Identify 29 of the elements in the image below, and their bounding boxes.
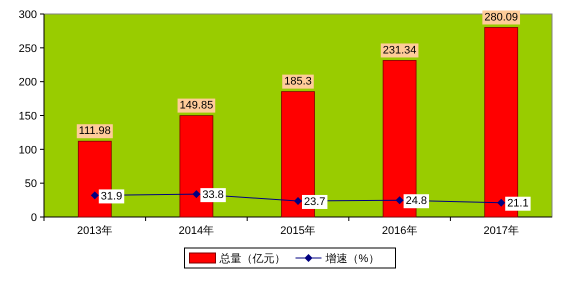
point <box>396 196 404 204</box>
point <box>294 196 302 205</box>
data-label: 21.1 <box>507 198 529 210</box>
x-tick-label: 2014年 <box>178 225 214 237</box>
data-label: 111.98 <box>78 125 111 138</box>
point <box>192 190 200 198</box>
y-tick-label: 0 <box>30 212 37 224</box>
x-tick-label: 2015年 <box>280 225 316 237</box>
data-label: 33.8 <box>202 189 224 202</box>
point <box>90 191 99 200</box>
data-label: 24.8 <box>406 195 428 208</box>
y-tick-label: 250 <box>18 42 37 55</box>
y-tick-label: 300 <box>18 9 37 21</box>
data-label: 23.7 <box>304 196 326 208</box>
y-tick-label: 200 <box>18 76 37 89</box>
y-tick-label: 100 <box>18 144 37 156</box>
data-label: 185.3 <box>284 76 312 88</box>
legend-label: 增速（%） <box>324 252 380 265</box>
y-tick-label: 150 <box>18 110 37 122</box>
y-tick-label: 50 <box>24 178 37 190</box>
legend-label: 总量（亿元） <box>218 252 286 265</box>
x-tick-label: 2016年 <box>382 225 418 237</box>
data-label: 280.09 <box>484 11 518 24</box>
point <box>497 198 506 207</box>
data-label: 31.9 <box>100 190 122 202</box>
data-label: 149.85 <box>180 100 214 112</box>
x-tick-label: 2017年 <box>483 225 519 237</box>
data-label: 231.34 <box>382 44 416 56</box>
x-tick-label: 2013年 <box>77 225 113 237</box>
